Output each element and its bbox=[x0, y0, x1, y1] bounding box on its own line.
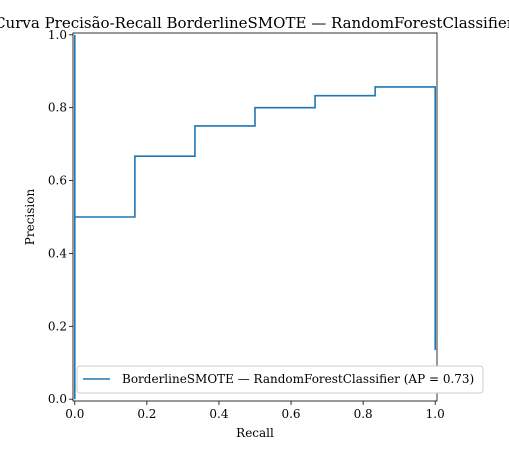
y-tick-label: 0.0 bbox=[48, 392, 67, 406]
x-tick-label: 0.4 bbox=[209, 407, 228, 421]
x-axis-label: Recall bbox=[236, 426, 274, 440]
series-layer bbox=[74, 34, 437, 400]
y-tick-label: 0.6 bbox=[48, 174, 67, 188]
legend-box bbox=[76, 365, 484, 394]
y-axis-label: Precision bbox=[23, 189, 37, 246]
x-tick-label: 0.0 bbox=[65, 407, 84, 421]
x-axis-ticks: 0.0 0.2 0.4 0.6 0.8 1.0 bbox=[65, 401, 445, 421]
y-axis-ticks: 0.0 0.2 0.4 0.6 0.8 1.0 bbox=[48, 28, 73, 406]
x-tick-label: 0.8 bbox=[354, 407, 373, 421]
x-tick-label: 0.2 bbox=[137, 407, 156, 421]
y-tick-label: 0.8 bbox=[48, 101, 67, 115]
series-line-0 bbox=[74, 34, 437, 400]
chart-title: Curva Precisão-Recall BorderlineSMOTE — … bbox=[0, 14, 509, 32]
x-tick-label: 1.0 bbox=[426, 407, 445, 421]
legend: BorderlineSMOTE — RandomForestClassifier… bbox=[76, 365, 484, 394]
legend-label: BorderlineSMOTE — RandomForestClassifier… bbox=[122, 372, 474, 386]
y-tick-label: 1.0 bbox=[48, 28, 67, 42]
y-tick-label: 0.2 bbox=[48, 319, 67, 333]
x-tick-label: 0.6 bbox=[281, 407, 300, 421]
y-tick-label: 0.4 bbox=[48, 246, 67, 260]
